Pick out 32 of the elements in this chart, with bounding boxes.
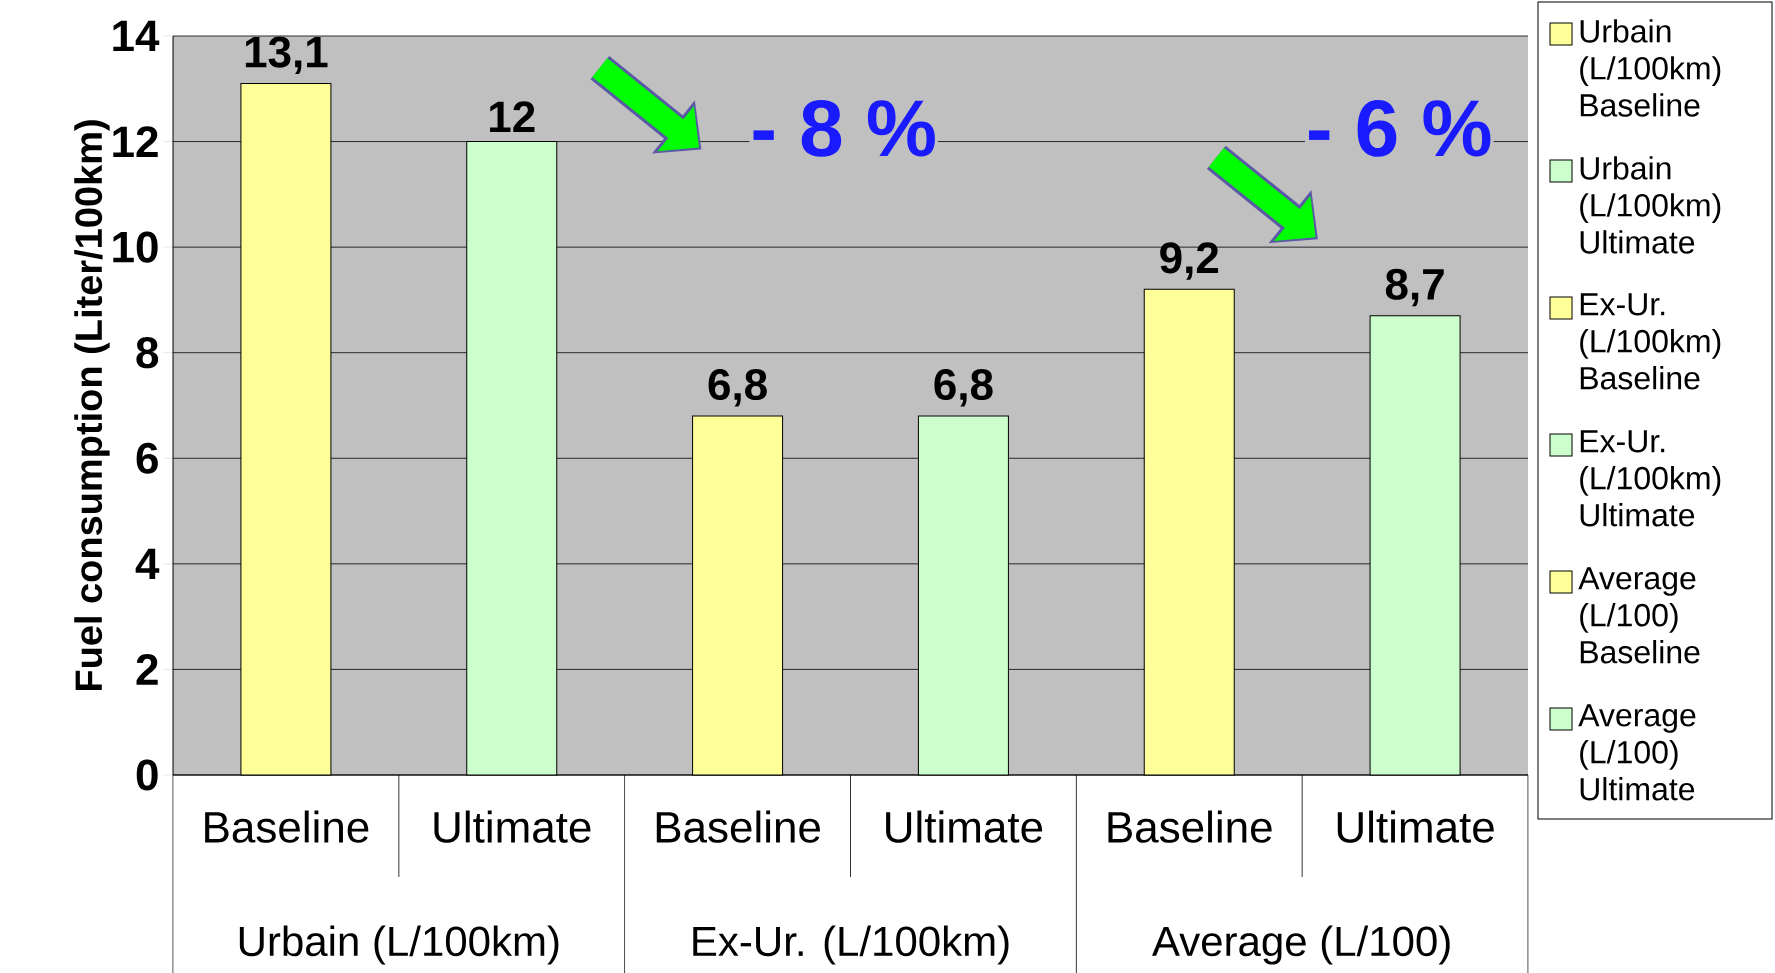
- annotation: - 8 %: [753, 100, 935, 157]
- data-label: 8,7: [1385, 268, 1444, 307]
- y-axis-title: Fuel consumption (Liter/100km): [74, 120, 110, 691]
- y-tick-label: 8: [136, 337, 159, 369]
- legend-label: Ex-Ur. (L/100km) Baseline: [1580, 293, 1721, 390]
- y-tick-label: 4: [135, 548, 160, 579]
- legend-label: Urbain (L/100km) Ultimate: [1580, 156, 1721, 254]
- x-tick-label: Baseline: [656, 810, 820, 843]
- y-tick-label: 0: [136, 759, 158, 791]
- text: Average (L/100): [1152, 925, 1450, 965]
- data-label: 6,8: [708, 368, 767, 407]
- text: Ex-Ur. (L/100km): [693, 925, 1009, 965]
- data-label: 9,2: [1160, 242, 1219, 280]
- legend-label: Ex-Ur. (L/100km) Ultimate: [1580, 430, 1721, 527]
- x-tick-label: Baseline: [1108, 810, 1272, 843]
- x-tick-label: Ultimate: [1337, 810, 1494, 843]
- text: Urbain (L/100km): [239, 925, 559, 965]
- x-tick-label: Ultimate: [434, 810, 591, 843]
- legend-label: Urbain (L/100km) Baseline: [1580, 19, 1721, 117]
- y-tick-label: 6: [136, 442, 158, 474]
- y-tick-label: 14: [113, 20, 160, 52]
- data-label: 12: [490, 101, 535, 133]
- y-tick-label: 12: [113, 126, 158, 157]
- legend-label: Average (L/100) Ultimate: [1578, 704, 1696, 801]
- data-label: 13,1: [245, 36, 328, 74]
- annotation: - 6 %: [1309, 100, 1491, 157]
- x-tick-label: Baseline: [205, 810, 369, 843]
- y-tick-label: 2: [136, 654, 158, 685]
- data-label: 6,8: [934, 368, 993, 407]
- x-tick-label: Ultimate: [886, 810, 1043, 843]
- y-tick-label: 10: [113, 231, 158, 263]
- legend-label: Average (L/100) Baseline: [1578, 567, 1700, 664]
